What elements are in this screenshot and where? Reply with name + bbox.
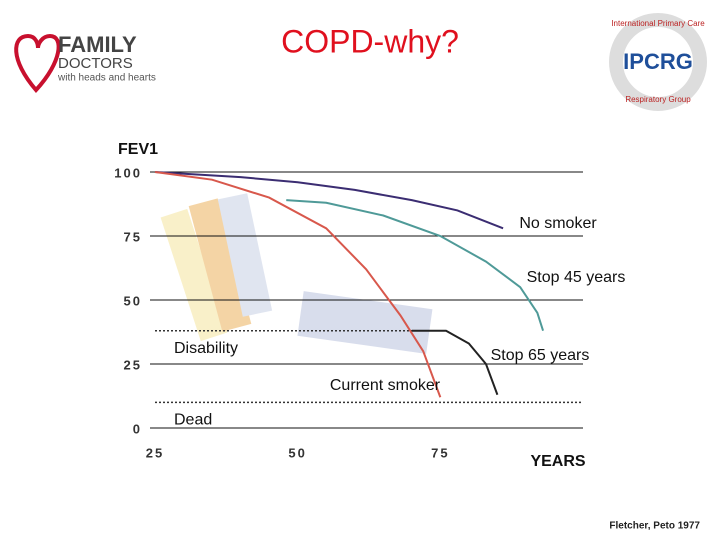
x-tick-label: 75 bbox=[431, 445, 449, 460]
series-label: No smoker bbox=[519, 215, 597, 232]
logo-text: Respiratory Group bbox=[625, 95, 691, 104]
heart-logo bbox=[14, 33, 61, 93]
threshold-label: Disability bbox=[174, 340, 238, 357]
y-tick-label: 100 bbox=[114, 165, 142, 180]
logo-text: DOCTORS bbox=[58, 55, 133, 72]
y-tick-label: 0 bbox=[133, 421, 142, 436]
series-label: Stop 45 years bbox=[527, 269, 626, 286]
x-axis-label: YEARS bbox=[530, 453, 585, 470]
logo-text: IPCRG bbox=[623, 49, 693, 74]
series-line bbox=[154, 171, 504, 230]
y-tick-label: 50 bbox=[124, 293, 142, 308]
series-line bbox=[411, 329, 499, 396]
source: Fletcher, Peto 1977 bbox=[609, 521, 700, 532]
slide-title: COPD-why? bbox=[281, 23, 459, 59]
series-label: Current smoker bbox=[330, 377, 441, 394]
logo-text: FAMILY bbox=[58, 32, 137, 57]
series-line bbox=[154, 171, 442, 398]
threshold-label: Dead bbox=[174, 412, 212, 429]
ipcrg-ring bbox=[609, 13, 707, 111]
series-line bbox=[286, 199, 545, 332]
x-tick-label: 50 bbox=[288, 445, 306, 460]
cigarette-image bbox=[160, 193, 433, 354]
logo-text: International Primary Care bbox=[611, 19, 705, 28]
y-tick-label: 75 bbox=[124, 229, 142, 244]
series-label: Stop 65 years bbox=[491, 347, 590, 364]
x-tick-label: 25 bbox=[146, 445, 164, 460]
y-axis-label: FEV1 bbox=[118, 141, 158, 158]
y-tick-label: 25 bbox=[124, 357, 142, 372]
logo-text: with heads and hearts bbox=[57, 73, 156, 84]
